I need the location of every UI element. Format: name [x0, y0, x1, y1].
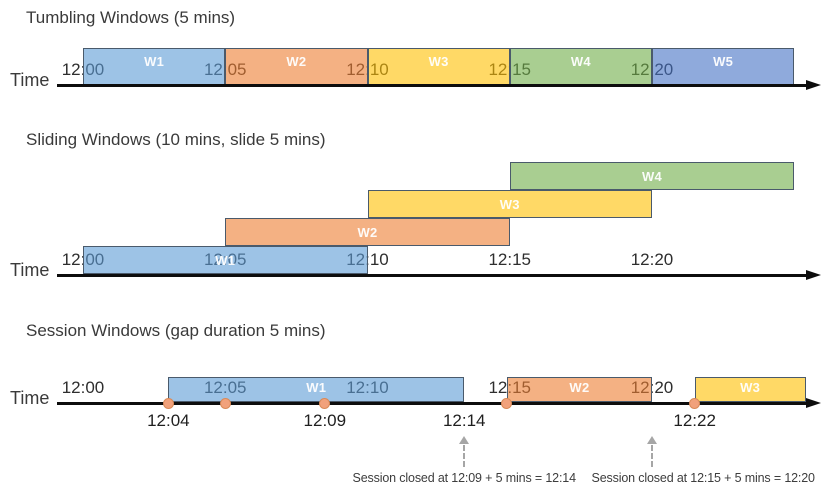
window-label: W1 [215, 252, 236, 268]
event-time-label: 12:04 [147, 411, 190, 430]
window-tumbling-w3: W3 [367, 48, 510, 85]
tick-label: 12:00 [61, 378, 105, 397]
event-dot [501, 397, 513, 409]
annotation-up-arrow [646, 436, 658, 467]
window-label: W4 [641, 168, 663, 184]
section-title-session: Session Windows (gap duration 5 mins) [26, 321, 326, 340]
window-tumbling-w5: W5 [652, 48, 795, 85]
timeline [57, 402, 807, 405]
arrow-up-icon [459, 436, 470, 444]
section-title-sliding: Sliding Windows (10 mins, slide 5 mins) [26, 130, 326, 149]
window-sliding-w4: W4 [509, 162, 795, 190]
window-sliding-w2: W2 [225, 218, 510, 246]
arrow-up-icon [647, 436, 657, 444]
timeline-arrow-icon [806, 79, 821, 90]
window-label: W2 [569, 379, 590, 395]
event-dot [319, 397, 331, 409]
timeline [57, 274, 807, 277]
window-label: W3 [499, 196, 520, 212]
window-label: W1 [144, 54, 165, 69]
time-axis-label: Time [10, 260, 50, 280]
event-time-label: 12:22 [673, 411, 716, 430]
window-tumbling-w2: W2 [225, 48, 368, 85]
window-session-w1: W1 [168, 377, 465, 402]
window-tumbling-w4: W4 [509, 48, 652, 85]
time-axis-label: Time [10, 388, 50, 408]
timeline-arrow-icon [806, 269, 821, 280]
annotation-up-arrow [458, 436, 470, 467]
tick-label: 12:15 [488, 250, 532, 269]
window-label: W4 [570, 54, 591, 69]
timeline [57, 84, 807, 87]
section-title-tumbling: Tumbling Windows (5 mins) [26, 8, 236, 27]
window-sliding-w3: W3 [367, 190, 652, 218]
window-label: W5 [713, 54, 734, 69]
window-tumbling-w1: W1 [83, 48, 226, 85]
timeline-arrow-icon [806, 397, 821, 408]
window-session-w2: W2 [506, 377, 652, 402]
event-dot [689, 397, 701, 409]
dashed-line [463, 445, 466, 467]
window-label: W2 [357, 224, 378, 240]
annotation-text: Session closed at 12:09 + 5 mins = 12:14 [352, 471, 576, 485]
event-dot [162, 397, 174, 409]
window-session-w3: W3 [694, 377, 806, 402]
tick-label: 12:20 [630, 250, 674, 269]
window-label: W3 [740, 379, 761, 395]
window-label: W1 [306, 379, 327, 395]
window-label: W2 [286, 54, 307, 69]
event-time-label: 12:09 [303, 411, 347, 430]
annotation-text: Session closed at 12:15 + 5 mins = 12:20 [591, 471, 815, 485]
event-dot [219, 397, 231, 409]
time-axis-label: Time [10, 70, 50, 90]
window-sliding-w1: W1 [83, 246, 368, 274]
event-time-label: 12:14 [442, 411, 486, 430]
window-label: W3 [428, 54, 449, 69]
dashed-line [651, 445, 653, 467]
